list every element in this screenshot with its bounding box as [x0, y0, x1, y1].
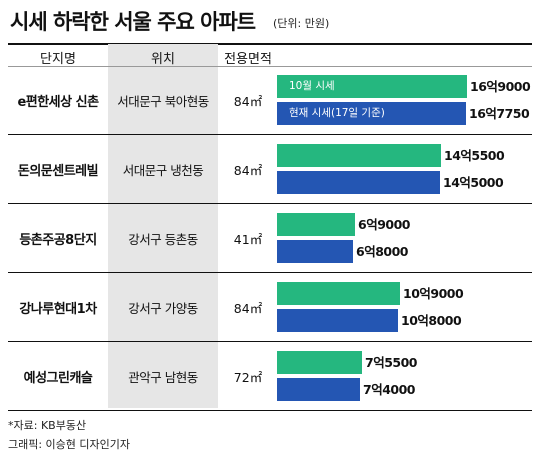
row-divider: [8, 341, 532, 342]
bar-current-price: [277, 102, 466, 125]
top-rule: [8, 43, 532, 45]
complex-area: 41㎡: [233, 231, 263, 247]
unit-label: (단위: 만원): [273, 17, 330, 30]
complex-name: 돈의문센트레빌: [17, 163, 99, 179]
complex-area: 84㎡: [233, 93, 263, 109]
row-divider: [8, 203, 532, 204]
bar-october-price: [277, 213, 355, 236]
chart-title: 시세 하락한 서울 주요 아파트: [10, 10, 256, 34]
bar-current-price: [277, 378, 360, 401]
row-divider: [8, 272, 532, 273]
header-name: 단지명: [40, 52, 76, 67]
legend-current-price: 현재 시세(17일 기준): [289, 107, 385, 119]
legend-october-price: 10월 시세: [289, 80, 335, 92]
bar-october-price: [277, 282, 400, 305]
source-note: *자료: KB부동산: [8, 419, 87, 432]
row-divider: [8, 134, 532, 135]
bar-value-label: 10억9000: [403, 286, 464, 301]
bar-current-price: [277, 309, 398, 332]
location-column-background: [108, 44, 218, 408]
bar-october-price: [277, 351, 362, 374]
credit-note: 그래픽: 이승현 디자인기자: [8, 438, 131, 451]
complex-area: 84㎡: [233, 162, 263, 178]
bar-october-price: [277, 75, 467, 98]
complex-name: 예성그린캐슬: [23, 370, 93, 386]
bar-current-price: [277, 240, 353, 263]
complex-name: e편한세상 신촌: [17, 94, 99, 110]
bar-value-label: 14억5500: [444, 148, 505, 163]
bar-current-price: [277, 171, 440, 194]
complex-area: 84㎡: [233, 300, 263, 316]
complex-location: 서대문구 냉천동: [122, 162, 204, 178]
bar-october-price: [277, 144, 441, 167]
complex-location: 강서구 가양동: [128, 300, 198, 316]
header-area: 전용면적: [224, 52, 272, 67]
complex-location: 관악구 남현동: [128, 369, 198, 385]
bar-value-label: 7억4000: [363, 382, 416, 397]
bar-value-label: 16억7750: [469, 106, 530, 121]
header-rule: [8, 66, 532, 67]
row-divider: [8, 410, 532, 411]
bar-value-label: 10억8000: [401, 313, 462, 328]
bar-value-label: 7억5500: [365, 355, 418, 370]
bar-value-label: 6억9000: [358, 217, 411, 232]
bar-value-label: 16억9000: [470, 79, 531, 94]
complex-area: 72㎡: [233, 369, 263, 385]
complex-location: 서대문구 북아현동: [117, 93, 209, 109]
header-location: 위치: [151, 52, 175, 67]
complex-location: 강서구 등촌동: [128, 231, 198, 247]
bar-value-label: 6억8000: [356, 244, 409, 259]
complex-name: 강나루현대1차: [19, 301, 97, 317]
bar-value-label: 14억5000: [443, 175, 504, 190]
complex-name: 등촌주공8단지: [19, 232, 97, 248]
